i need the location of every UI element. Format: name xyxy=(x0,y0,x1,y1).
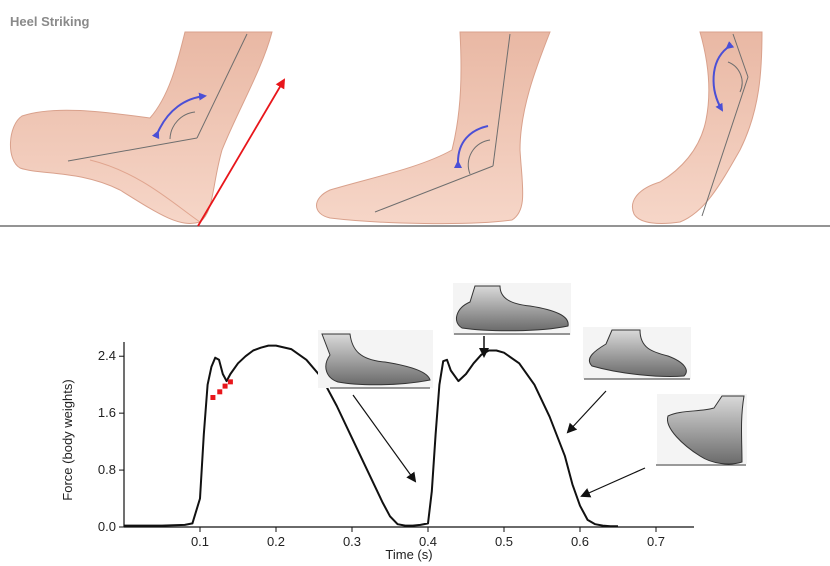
x-tick-label: 0.1 xyxy=(191,534,209,549)
y-axis-label: Force (body weights) xyxy=(60,379,75,500)
x-axis-label: Time (s) xyxy=(385,547,432,562)
shoe-heel-rise-icon xyxy=(583,327,691,380)
pointer-arrow-heel-contact xyxy=(352,394,417,483)
shoe-toe-off-icon xyxy=(656,394,747,466)
x-tick-label: 0.6 xyxy=(571,534,589,549)
x-tick-label: 0.4 xyxy=(419,534,437,549)
ground-reaction-force-arrow xyxy=(197,78,286,227)
x-ticks: 0.1 0.2 0.3 0.4 0.5 0.6 0.7 xyxy=(191,527,665,549)
highlight-point xyxy=(222,383,228,389)
y-tick-label: 0.0 xyxy=(98,519,116,534)
y-tick-label: 1.6 xyxy=(98,405,116,420)
x-tick-label: 0.5 xyxy=(495,534,513,549)
rotation-arrow-3 xyxy=(712,41,735,112)
highlight-point xyxy=(210,395,216,400)
foot-mid-stance-icon xyxy=(316,31,551,225)
rotation-arrow-2 xyxy=(453,125,489,169)
x-tick-label: 0.7 xyxy=(647,534,665,549)
force-chart: 0.1 0.2 0.3 0.4 0.5 0.6 0.7 0.0 0.8 1.6 2.4 Time … xyxy=(60,342,694,562)
highlight-point xyxy=(217,389,223,395)
x-tick-label: 0.2 xyxy=(267,534,285,549)
y-tick-label: 0.8 xyxy=(98,462,116,477)
foot-heel-strike-icon xyxy=(9,31,286,227)
pointer-arrow-toe-off xyxy=(580,467,646,498)
x-tick-label: 0.3 xyxy=(343,534,361,549)
force-series-line xyxy=(124,344,618,528)
highlight-points xyxy=(210,379,233,400)
foot-toe-off-icon xyxy=(632,31,763,224)
shoe-heel-contact-icon xyxy=(318,330,433,389)
y-tick-label: 2.4 xyxy=(98,348,116,363)
shoe-mid-stance-icon xyxy=(453,283,571,335)
y-ticks: 0.0 0.8 1.6 2.4 xyxy=(98,348,124,534)
highlight-point xyxy=(227,379,233,385)
rotation-arrow-1 xyxy=(151,92,207,140)
pointer-arrow-heel-rise xyxy=(566,390,607,434)
panel-title: Heel Striking xyxy=(10,14,90,29)
